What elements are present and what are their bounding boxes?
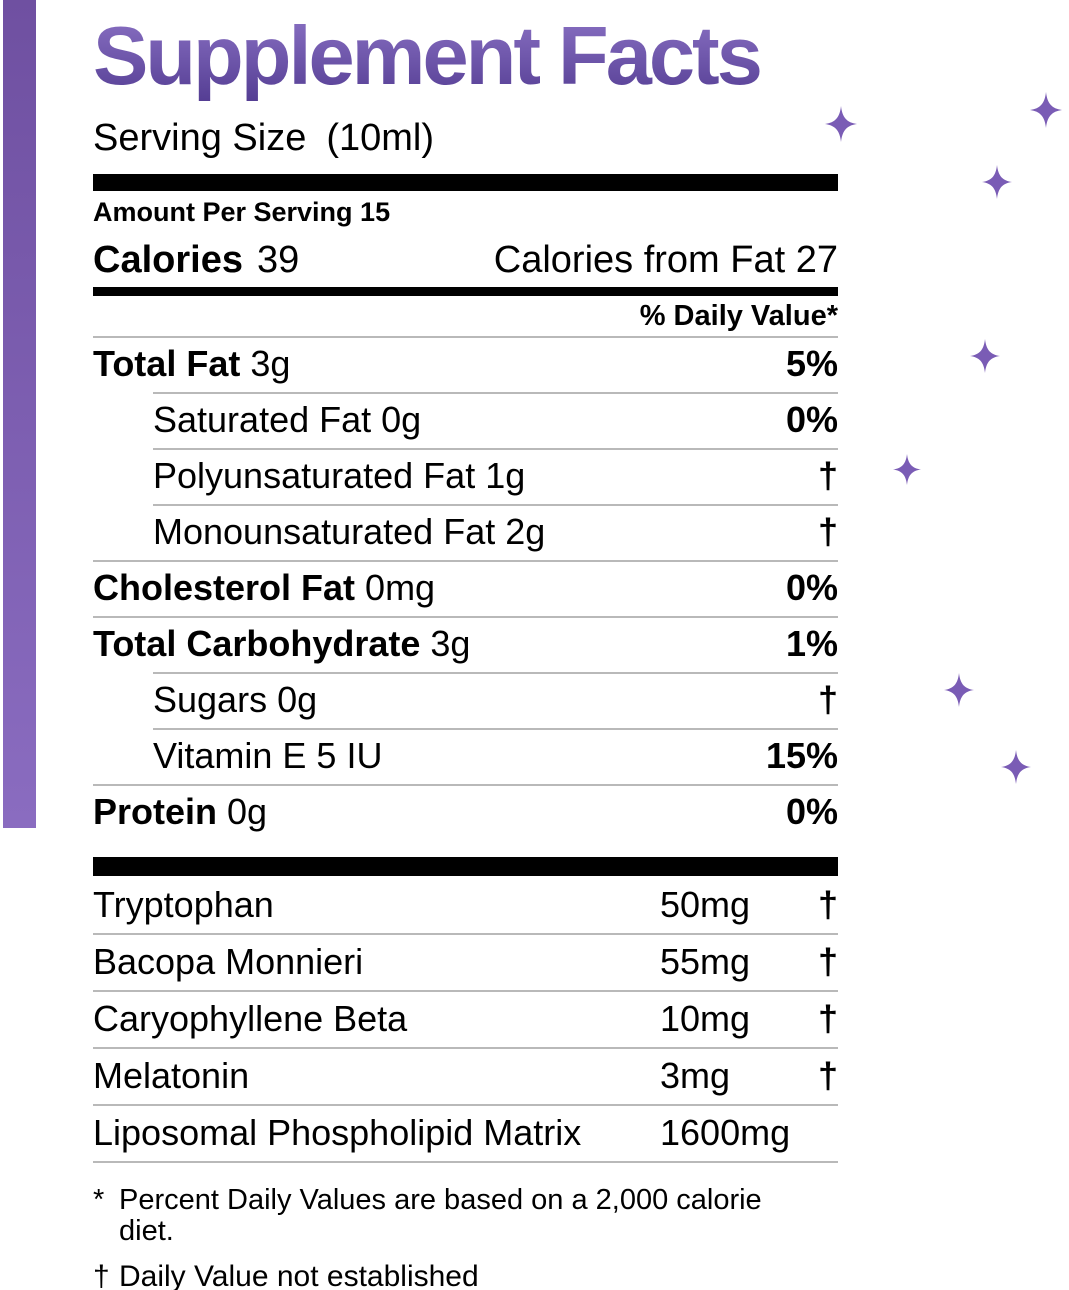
nutrient-row-cholesterol: Cholesterol Fat 0mg 0% <box>93 560 838 616</box>
ingredient-daily-value: † <box>817 997 838 1039</box>
asterisk-symbol: * <box>93 1184 105 1216</box>
footnote-text: Daily Value not established <box>119 1260 479 1290</box>
sparkle-shape <box>893 454 921 485</box>
ingredient-daily-value: † <box>817 940 838 982</box>
footnote-text: Percent Daily Values are based on a 2,00… <box>119 1184 762 1247</box>
nutrient-daily-value: 1% <box>785 623 838 664</box>
dagger-symbol: † <box>93 1260 110 1290</box>
calories-row: Calories 39 Calories from Fat 27 <box>93 233 838 287</box>
nutrient-name: Sugars <box>153 679 268 720</box>
footnote-daily-value-not-established: † Daily Value not established <box>93 1261 838 1290</box>
nutrient-daily-value: † <box>817 455 838 496</box>
nutrient-name: Monounsaturated Fat <box>153 511 496 552</box>
calories-label: Calories <box>93 238 243 281</box>
ingredient-amount: 10mg <box>660 997 751 1039</box>
calories: Calories 39 <box>93 239 299 282</box>
nutrient-daily-value: † <box>817 679 838 720</box>
nutrient-name: Saturated Fat <box>153 399 372 440</box>
ingredient-amount: 3mg <box>660 1054 731 1096</box>
sparkle-shape <box>982 165 1012 199</box>
nutrient-row-sugars: Sugars 0g † <box>93 672 838 728</box>
nutrient-name: Vitamin E <box>153 735 307 776</box>
ingredient-amount: 50mg <box>660 883 751 925</box>
sparkle-icon <box>970 339 1000 373</box>
sparkle-icon <box>982 165 1012 199</box>
daily-value-header: % Daily Value* <box>639 299 838 332</box>
footnote-daily-values: * Percent Daily Values are based on a 2,… <box>93 1185 838 1247</box>
serving-size-label: Serving Size <box>93 117 307 159</box>
nutrient-daily-value: 0% <box>785 399 838 440</box>
nutrient-name: Cholesterol Fat <box>93 567 356 608</box>
sparkle-shape <box>825 106 857 142</box>
label-body: Supplement Facts Serving Size (10ml) Amo… <box>93 8 838 1290</box>
ingredient-daily-value: † <box>817 1054 838 1096</box>
ingredient-row-bacopa-monnieri: Bacopa Monnieri 55mg † <box>93 933 838 990</box>
serving-size-value: (10ml) <box>326 117 435 159</box>
sparkle-icon <box>1030 92 1062 128</box>
sparkle-icon <box>825 106 857 142</box>
ingredient-row-caryophyllene-beta: Caryophyllene Beta 10mg † <box>93 990 838 1047</box>
nutrient-name: Total Fat <box>93 343 241 384</box>
nutrient-daily-value: 0% <box>785 567 838 608</box>
nutrient-name: Protein <box>93 791 218 832</box>
amount-per-serving: Amount Per Serving 15 <box>93 197 391 227</box>
thick-rule-top <box>93 174 838 191</box>
ingredient-row-melatonin: Melatonin 3mg † <box>93 1047 838 1104</box>
nutrient-name: Polyunsaturated Fat <box>153 455 476 496</box>
nutrient-row-vitamin-e: Vitamin E 5 IU 15% <box>93 728 838 784</box>
left-accent-bar <box>3 0 36 828</box>
sparkle-icon <box>1001 750 1031 784</box>
medium-rule <box>93 287 838 296</box>
ingredient-amount: 1600mg <box>660 1111 791 1153</box>
nutrient-amount: 2g <box>505 511 546 552</box>
sparkle-shape <box>944 673 974 707</box>
serving-size-line: Serving Size (10ml) <box>93 114 838 162</box>
ingredient-name: Caryophyllene Beta <box>93 997 408 1039</box>
ingredient-name: Melatonin <box>93 1054 250 1096</box>
nutrient-amount: 0mg <box>365 567 436 608</box>
nutrient-row-total-carbohydrate: Total Carbohydrate 3g 1% <box>93 616 838 672</box>
nutrient-daily-value: 0% <box>785 791 838 832</box>
sparkle-icon <box>944 673 974 707</box>
nutrient-name: Total Carbohydrate <box>93 623 421 664</box>
nutrient-amount: 0g <box>381 399 422 440</box>
ingredient-row-liposomal-phospholipid-matrix: Liposomal Phospholipid Matrix 1600mg <box>93 1104 838 1161</box>
nutrient-amount: 3g <box>430 623 471 664</box>
ingredient-name: Tryptophan <box>93 883 274 925</box>
ingredient-name: Liposomal Phospholipid Matrix <box>93 1111 582 1153</box>
ingredient-row-tryptophan: Tryptophan 50mg † <box>93 876 838 933</box>
sparkle-shape <box>970 339 1000 373</box>
nutrient-daily-value: 5% <box>785 343 838 384</box>
page-title: Supplement Facts <box>93 8 838 104</box>
nutrient-daily-value: 15% <box>765 735 838 776</box>
nutrient-row-protein: Protein 0g 0% <box>93 784 838 840</box>
calories-value: 39 <box>256 238 300 281</box>
nutrient-amount: 5 IU <box>316 735 383 776</box>
nutrient-row-polyunsaturated-fat: Polyunsaturated Fat 1g † <box>93 448 838 504</box>
thin-rule-bottom <box>93 1161 838 1163</box>
ingredient-name: Bacopa Monnieri <box>93 940 364 982</box>
ingredient-amount: 55mg <box>660 940 751 982</box>
ingredient-daily-value: † <box>817 883 838 925</box>
nutrient-amount: 1g <box>485 455 526 496</box>
nutrient-amount: 0g <box>277 679 318 720</box>
nutrient-daily-value: † <box>817 511 838 552</box>
sparkle-shape <box>1030 92 1062 128</box>
nutrient-amount: 3g <box>250 343 291 384</box>
calories-from-fat: Calories from Fat 27 <box>493 238 838 281</box>
sparkle-icon <box>893 454 921 485</box>
nutrient-row-total-fat: Total Fat 3g 5% <box>93 336 838 392</box>
nutrient-amount: 0g <box>227 791 268 832</box>
sparkle-shape <box>1001 750 1031 784</box>
nutrient-row-saturated-fat: Saturated Fat 0g 0% <box>93 392 838 448</box>
thick-rule-middle <box>93 857 838 876</box>
nutrient-row-monounsaturated-fat: Monounsaturated Fat 2g † <box>93 504 838 560</box>
